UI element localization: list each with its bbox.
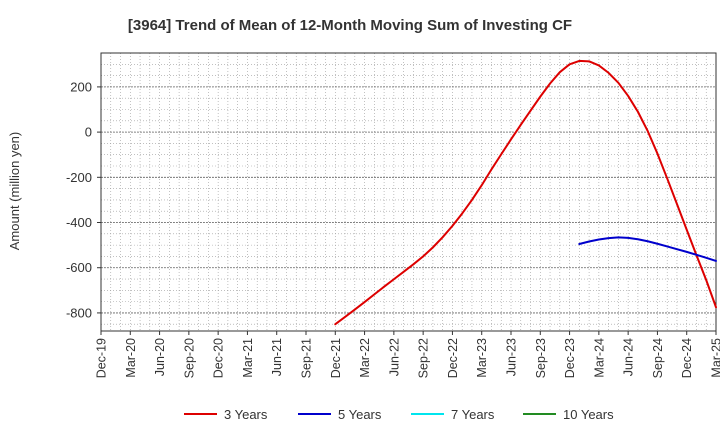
grid-layer	[101, 53, 716, 331]
x-tick-label: Jun-22	[387, 338, 401, 376]
x-tick-label: Dec-20	[212, 338, 226, 378]
x-tick-label: Jun-24	[622, 338, 636, 376]
x-tick-label: Dec-23	[563, 338, 577, 378]
x-tick-label: Mar-22	[358, 338, 372, 378]
plot-frame	[101, 53, 716, 331]
x-tick-label: Sep-22	[417, 338, 431, 378]
x-tick-label: Sep-20	[182, 338, 196, 378]
y-tick-label: 0	[85, 125, 92, 140]
x-tick-label: Mar-21	[241, 338, 255, 378]
x-tick-label: Jun-21	[270, 338, 284, 376]
x-tick-label: Dec-19	[95, 338, 109, 378]
legend-label: 10 Years	[563, 407, 614, 422]
x-tick-label: Mar-24	[592, 338, 606, 378]
y-tick-label: -200	[66, 170, 92, 185]
x-tick-label: Dec-21	[329, 338, 343, 378]
x-tick-label: Mar-25	[710, 338, 720, 378]
x-tick-label: Sep-23	[534, 338, 548, 378]
x-tick-label: Mar-20	[124, 338, 138, 378]
series-layer	[335, 61, 716, 324]
legend-label: 3 Years	[224, 407, 268, 422]
x-tick-label: Mar-23	[475, 338, 489, 378]
x-tick-label: Sep-24	[651, 338, 665, 378]
x-tick-label: Jun-23	[505, 338, 519, 376]
x-tick-label: Jun-20	[153, 338, 167, 376]
y-axis-label: Amount (million yen)	[7, 132, 22, 251]
x-tick-label: Dec-22	[446, 338, 460, 378]
y-tick-label: 200	[70, 79, 92, 94]
y-tick-label: -400	[66, 215, 92, 230]
x-tick-label: Sep-21	[300, 338, 314, 378]
y-tick-label: -800	[66, 305, 92, 320]
series-line-3-years	[335, 61, 716, 324]
legend-label: 7 Years	[451, 407, 495, 422]
y-tick-label: -600	[66, 260, 92, 275]
chart-title: [3964] Trend of Mean of 12-Month Moving …	[128, 17, 572, 34]
x-tick-label: Dec-24	[680, 338, 694, 378]
legend: 3 Years 5 Years 7 Years 10 Years	[184, 407, 614, 422]
legend-label: 5 Years	[338, 407, 382, 422]
axis-layer: 200 0 -200 -400 -600 -800 Dec-19 Mar-20 Jun-20 Se…	[66, 53, 720, 378]
